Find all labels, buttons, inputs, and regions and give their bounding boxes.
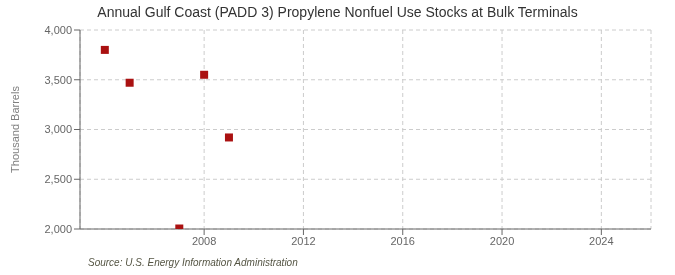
svg-text:4,000: 4,000 [44,24,72,36]
svg-text:3,500: 3,500 [44,74,72,86]
svg-text:3,000: 3,000 [44,123,72,135]
html-text:Source: U.S. Energy Informatio: Source: U.S. Energy Information Administ… [88,257,298,268]
svg-text:2,000: 2,000 [44,223,72,235]
svg-text:2024: 2024 [589,235,613,247]
html-text:Annual Gulf Coast (PADD 3) Pro: Annual Gulf Coast (PADD 3) Propylene Non… [97,4,578,20]
svg-text:2020: 2020 [490,235,514,247]
svg-text:2016: 2016 [390,235,414,247]
svg-text:2,500: 2,500 [44,173,72,185]
svg-text:Thousand Barrels: Thousand Barrels [9,86,21,173]
svg-text:2012: 2012 [291,235,315,247]
svg-text:2008: 2008 [192,235,216,247]
